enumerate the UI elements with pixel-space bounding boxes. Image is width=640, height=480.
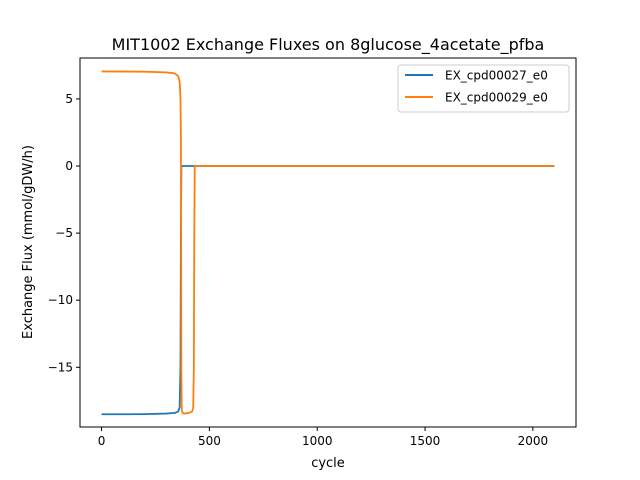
x-tick-label: 2000 xyxy=(518,434,549,448)
series-line-ex-cpd00029-e0 xyxy=(101,70,555,415)
x-tick-label: 1500 xyxy=(410,434,441,448)
legend-label-ex-cpd00029: EX_cpd00029_e0 xyxy=(445,91,548,105)
y-tick-label: −5 xyxy=(55,226,73,240)
chart-title: MIT1002 Exchange Fluxes on 8glucose_4ace… xyxy=(112,35,545,55)
y-tick-label: −15 xyxy=(48,360,73,374)
y-tick-label: 5 xyxy=(65,92,73,106)
x-tick-label: 1000 xyxy=(302,434,333,448)
legend: EX_cpd00027_e0 EX_cpd00029_e0 xyxy=(397,64,570,113)
x-axis-label: cycle xyxy=(311,456,345,471)
legend-box xyxy=(397,64,570,113)
series-group xyxy=(101,70,555,416)
x-tick-label: 500 xyxy=(198,434,221,448)
x-tick-label: 0 xyxy=(98,434,106,448)
legend-label-ex-cpd00027: EX_cpd00027_e0 xyxy=(445,69,548,83)
y-axis-label: Exchange Flux (mmol/gDW/h) xyxy=(21,145,36,339)
y-tick-label: −10 xyxy=(48,293,73,307)
y-tick-label: 0 xyxy=(65,159,73,173)
y-axis-ticks: −15 −10 −5 0 5 xyxy=(48,92,80,374)
plot-area: 0 500 1000 1500 2000 −15 −10 −5 0 5 xyxy=(48,57,577,448)
x-axis-ticks: 0 500 1000 1500 2000 xyxy=(98,427,548,448)
plot-frame xyxy=(79,57,577,428)
